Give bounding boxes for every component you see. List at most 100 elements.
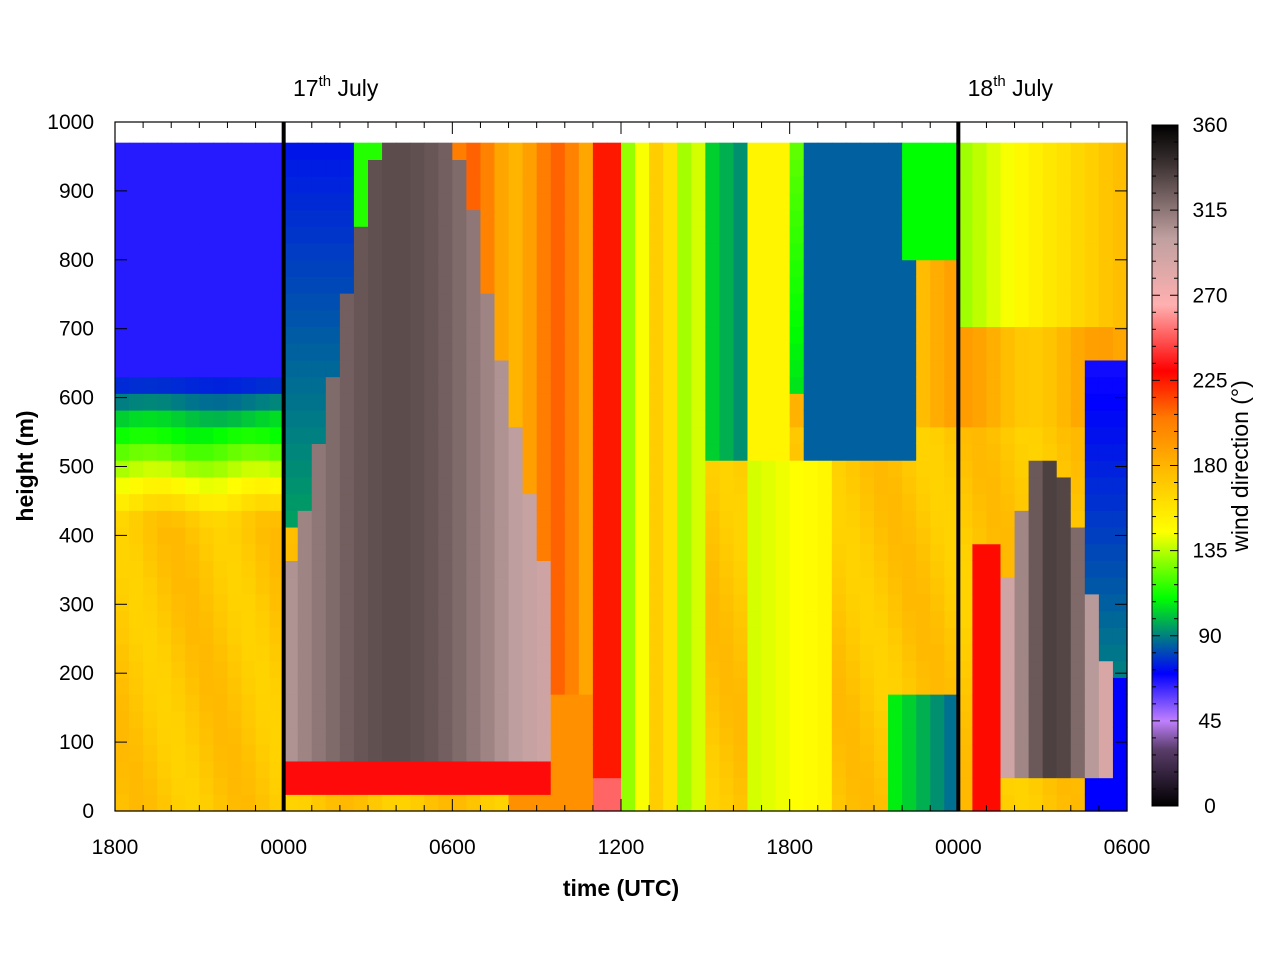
heatmap-cell [157,794,172,812]
heatmap-cell [930,209,945,227]
heatmap-cell [466,259,482,277]
heatmap-cell [410,543,425,561]
heatmap-cell [269,727,285,745]
heatmap-cell [874,293,889,311]
heatmap-cell [775,543,791,561]
heatmap-cell [185,276,200,294]
heatmap-cell [986,643,1002,662]
heatmap-cell [845,410,861,428]
heatmap-cell [859,376,875,394]
heatmap-cell [382,577,397,595]
heatmap-cell [438,359,453,378]
heatmap-cell [199,142,214,160]
heatmap-cell [1070,226,1086,244]
heatmap-cell [606,309,622,328]
heatmap-cell [171,493,186,511]
heatmap-cell [677,493,692,511]
heatmap-cell [1000,159,1016,177]
heatmap-cell [452,359,467,378]
heatmap-cell [761,510,777,528]
heatmap-cell [466,376,482,394]
heatmap-cell [986,259,1002,277]
heatmap-cell [494,343,510,361]
heatmap-cell [143,627,158,645]
heatmap-cell [452,694,467,712]
heatmap-cell [733,710,749,729]
heatmap-cell [199,326,214,344]
heatmap-cell [972,593,988,612]
heatmap-cell [592,777,608,795]
heatmap-cell [241,794,257,812]
heatmap-cell [902,593,917,612]
heatmap-cell [972,510,988,528]
heatmap-cell [663,677,678,695]
heatmap-cell [719,376,735,394]
heatmap-cell [677,560,692,578]
heatmap-cell [339,242,355,261]
heatmap-cell [143,209,158,227]
y-tick-label: 1000 [47,111,94,134]
heatmap-cell [129,276,144,294]
heatmap-cell [213,276,229,294]
heatmap-cell [269,209,285,227]
heatmap-cell [761,226,777,244]
heatmap-cell [157,309,172,328]
heatmap-cell [550,560,566,578]
heatmap-cell [691,577,706,595]
heatmap-cell [649,142,664,160]
heatmap-cell [986,159,1002,177]
heatmap-cell [859,643,875,662]
heatmap-cell [859,710,875,729]
heatmap-cell [1000,560,1016,578]
heatmap-cell [1098,593,1114,612]
heatmap-cell [353,560,369,578]
heatmap-cell [1070,142,1086,160]
heatmap-cell [353,660,369,678]
heatmap-cell [1112,343,1128,361]
heatmap-cell [761,744,777,762]
heatmap-cell [522,192,538,211]
heatmap-cell [353,460,369,478]
heatmap-cell [930,744,945,762]
heatmap-cell [606,727,622,745]
heatmap-cell [339,443,355,461]
heatmap-cell [775,460,791,478]
heatmap-cell [241,677,257,695]
heatmap-cell [283,627,299,645]
heatmap-cell [663,476,678,495]
heatmap-cell [621,677,636,695]
heatmap-cell [972,727,988,745]
heatmap-cell [859,359,875,378]
heatmap-cell [297,526,313,545]
heatmap-cell [1098,526,1114,545]
heatmap-cell [129,326,144,344]
heatmap-cell [1112,610,1128,628]
heatmap-cell [761,727,777,745]
heatmap-cell [452,376,467,394]
heatmap-cell [1042,760,1058,779]
heatmap-cell [649,560,664,578]
heatmap-cell [775,777,791,795]
heatmap-cell [592,493,608,511]
heatmap-cell [817,543,833,561]
heatmap-cell [1112,192,1128,211]
heatmap-cell [536,643,552,662]
heatmap-cell [930,309,945,328]
heatmap-cell [1028,242,1044,261]
heatmap-cell [635,627,650,645]
heatmap-cell [930,276,945,294]
heatmap-cell [621,443,636,461]
heatmap-cell [621,259,636,277]
heatmap-cell [550,242,566,261]
heatmap-cell [845,309,861,328]
heatmap-cell [452,142,467,160]
heatmap-cell [536,476,552,495]
heatmap-cell [339,159,355,177]
heatmap-cell [480,343,496,361]
heatmap-cell [649,660,664,678]
heatmap-cell [297,694,313,712]
heatmap-cell [1112,393,1128,411]
heatmap-cell [297,176,313,194]
heatmap-cell [986,794,1002,812]
heatmap-cell [438,660,453,678]
